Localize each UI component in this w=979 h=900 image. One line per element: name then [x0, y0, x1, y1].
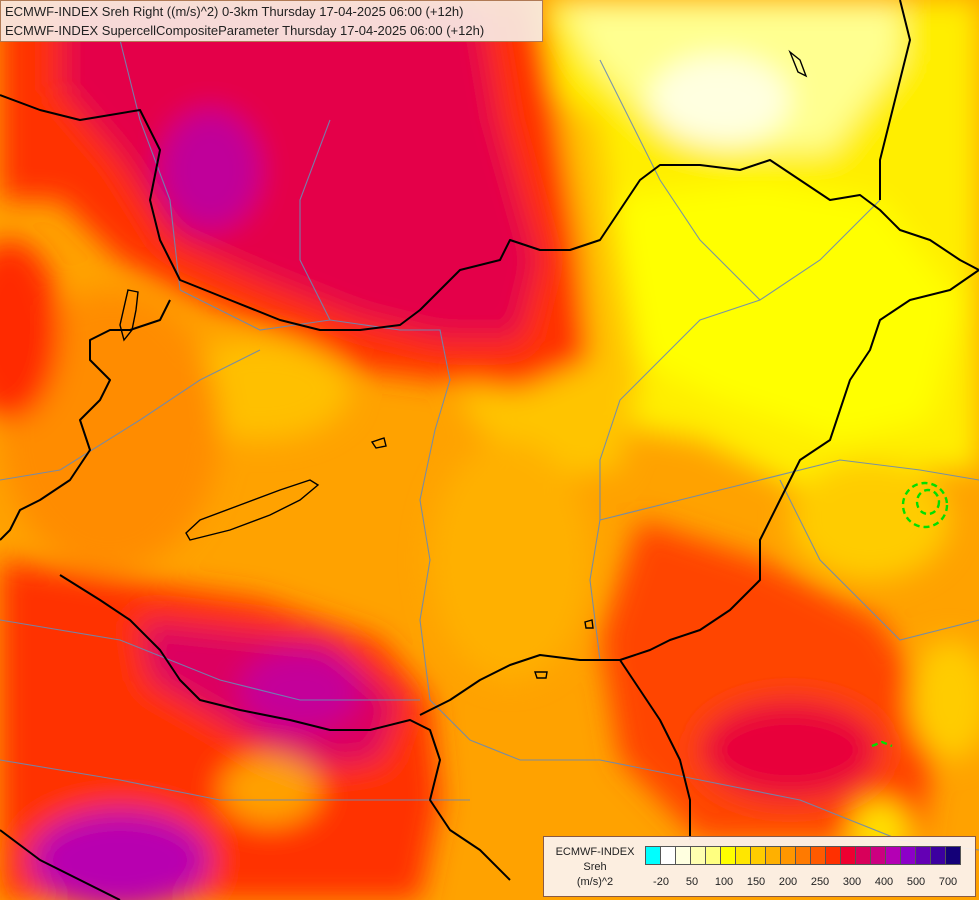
gold-east-edge — [910, 640, 979, 760]
magenta-south — [240, 650, 360, 730]
river-north-east — [599, 59, 761, 301]
scp-contour-east-inner — [915, 488, 941, 516]
legend-tick-label: -20 — [653, 876, 669, 888]
border-west — [0, 299, 171, 541]
legend-swatch — [780, 846, 796, 865]
title-box: ECMWF-INDEX Sreh Right ((m/s)^2) 0-3km T… — [0, 0, 543, 42]
lake-small-1 — [370, 437, 387, 449]
legend-swatch — [840, 846, 856, 865]
bright-yellow-region — [600, 180, 960, 440]
gold-central — [430, 440, 590, 680]
crimson-north — [60, 0, 540, 340]
magenta-blob-north — [160, 110, 260, 230]
legend-tick-label: 500 — [906, 876, 926, 888]
legend-swatch — [675, 846, 691, 865]
river-tisza — [589, 199, 881, 661]
legend-tick-label: 250 — [810, 876, 830, 888]
crimson-southeast — [700, 700, 880, 800]
lake-neusiedl — [119, 289, 139, 342]
legend-swatch — [945, 846, 961, 865]
lake-small-3 — [534, 671, 548, 679]
red-west-edge — [0, 240, 60, 420]
lake-small-2 — [584, 619, 594, 629]
gold-east — [790, 460, 950, 580]
title-line-1: ECMWF-INDEX Sreh Right ((m/s)^2) 0-3km T… — [5, 4, 464, 19]
legend-label-line3: (m/s)^2 — [576, 876, 614, 888]
legend-swatch — [885, 846, 901, 865]
legend-swatch — [900, 846, 916, 865]
rivers — [0, 39, 979, 851]
legend-tick-label: 700 — [938, 876, 958, 888]
river-sava — [0, 759, 470, 801]
scp-contour-east-outer — [901, 481, 949, 529]
legend-tick-label: 300 — [842, 876, 862, 888]
lake-small-4 — [788, 49, 808, 78]
legend-tick-label: 50 — [685, 876, 699, 888]
river-drava — [0, 619, 420, 701]
legend-swatch — [870, 846, 886, 865]
border-south-2 — [0, 829, 121, 900]
legend-swatch — [825, 846, 841, 865]
legend-swatch — [795, 846, 811, 865]
orange-south-spot — [220, 755, 320, 825]
border-north — [0, 94, 979, 331]
legend-tick-label: 150 — [746, 876, 766, 888]
legend-swatch — [660, 846, 676, 865]
border-southwest — [59, 574, 511, 881]
river-olt — [779, 479, 979, 641]
title-line-2: ECMWF-INDEX SupercellCompositeParameter … — [5, 23, 485, 38]
legend-ticks: -20 50 100 150 200 250 300 400 500 700 — [645, 876, 965, 890]
lake-balaton — [185, 479, 320, 541]
legend-swatch — [765, 846, 781, 865]
border-east-south — [419, 269, 979, 716]
legend-swatch — [750, 846, 766, 865]
legend-tick-label: 400 — [874, 876, 894, 888]
river-mures — [599, 459, 979, 521]
scp-contour-southeast — [871, 740, 893, 748]
river-vah — [299, 119, 331, 321]
legend-swatch — [855, 846, 871, 865]
legend-label-line2: Sreh — [583, 861, 607, 873]
border-east — [879, 0, 911, 200]
legend-swatch — [705, 846, 721, 865]
river-west — [0, 349, 261, 481]
legend-label-line1: ECMWF-INDEX — [555, 846, 635, 858]
legend-swatch — [690, 846, 706, 865]
river-morava — [119, 39, 181, 291]
legend-tick-label: 200 — [778, 876, 798, 888]
legend-swatch — [810, 846, 826, 865]
legend-swatch — [930, 846, 946, 865]
border-south — [619, 659, 691, 840]
scp-contours — [871, 481, 949, 748]
legend-tick-label: 100 — [714, 876, 734, 888]
whitish-spot — [650, 55, 790, 145]
legend-swatch — [720, 846, 736, 865]
legend: ECMWF-INDEX Sreh (m/s)^2 -20 50 100 150 200 2… — [543, 836, 976, 897]
legend-swatch — [645, 846, 661, 865]
legend-swatch — [735, 846, 751, 865]
lakes — [119, 49, 808, 679]
legend-swatch — [915, 846, 931, 865]
legend-colorbar — [645, 846, 961, 865]
